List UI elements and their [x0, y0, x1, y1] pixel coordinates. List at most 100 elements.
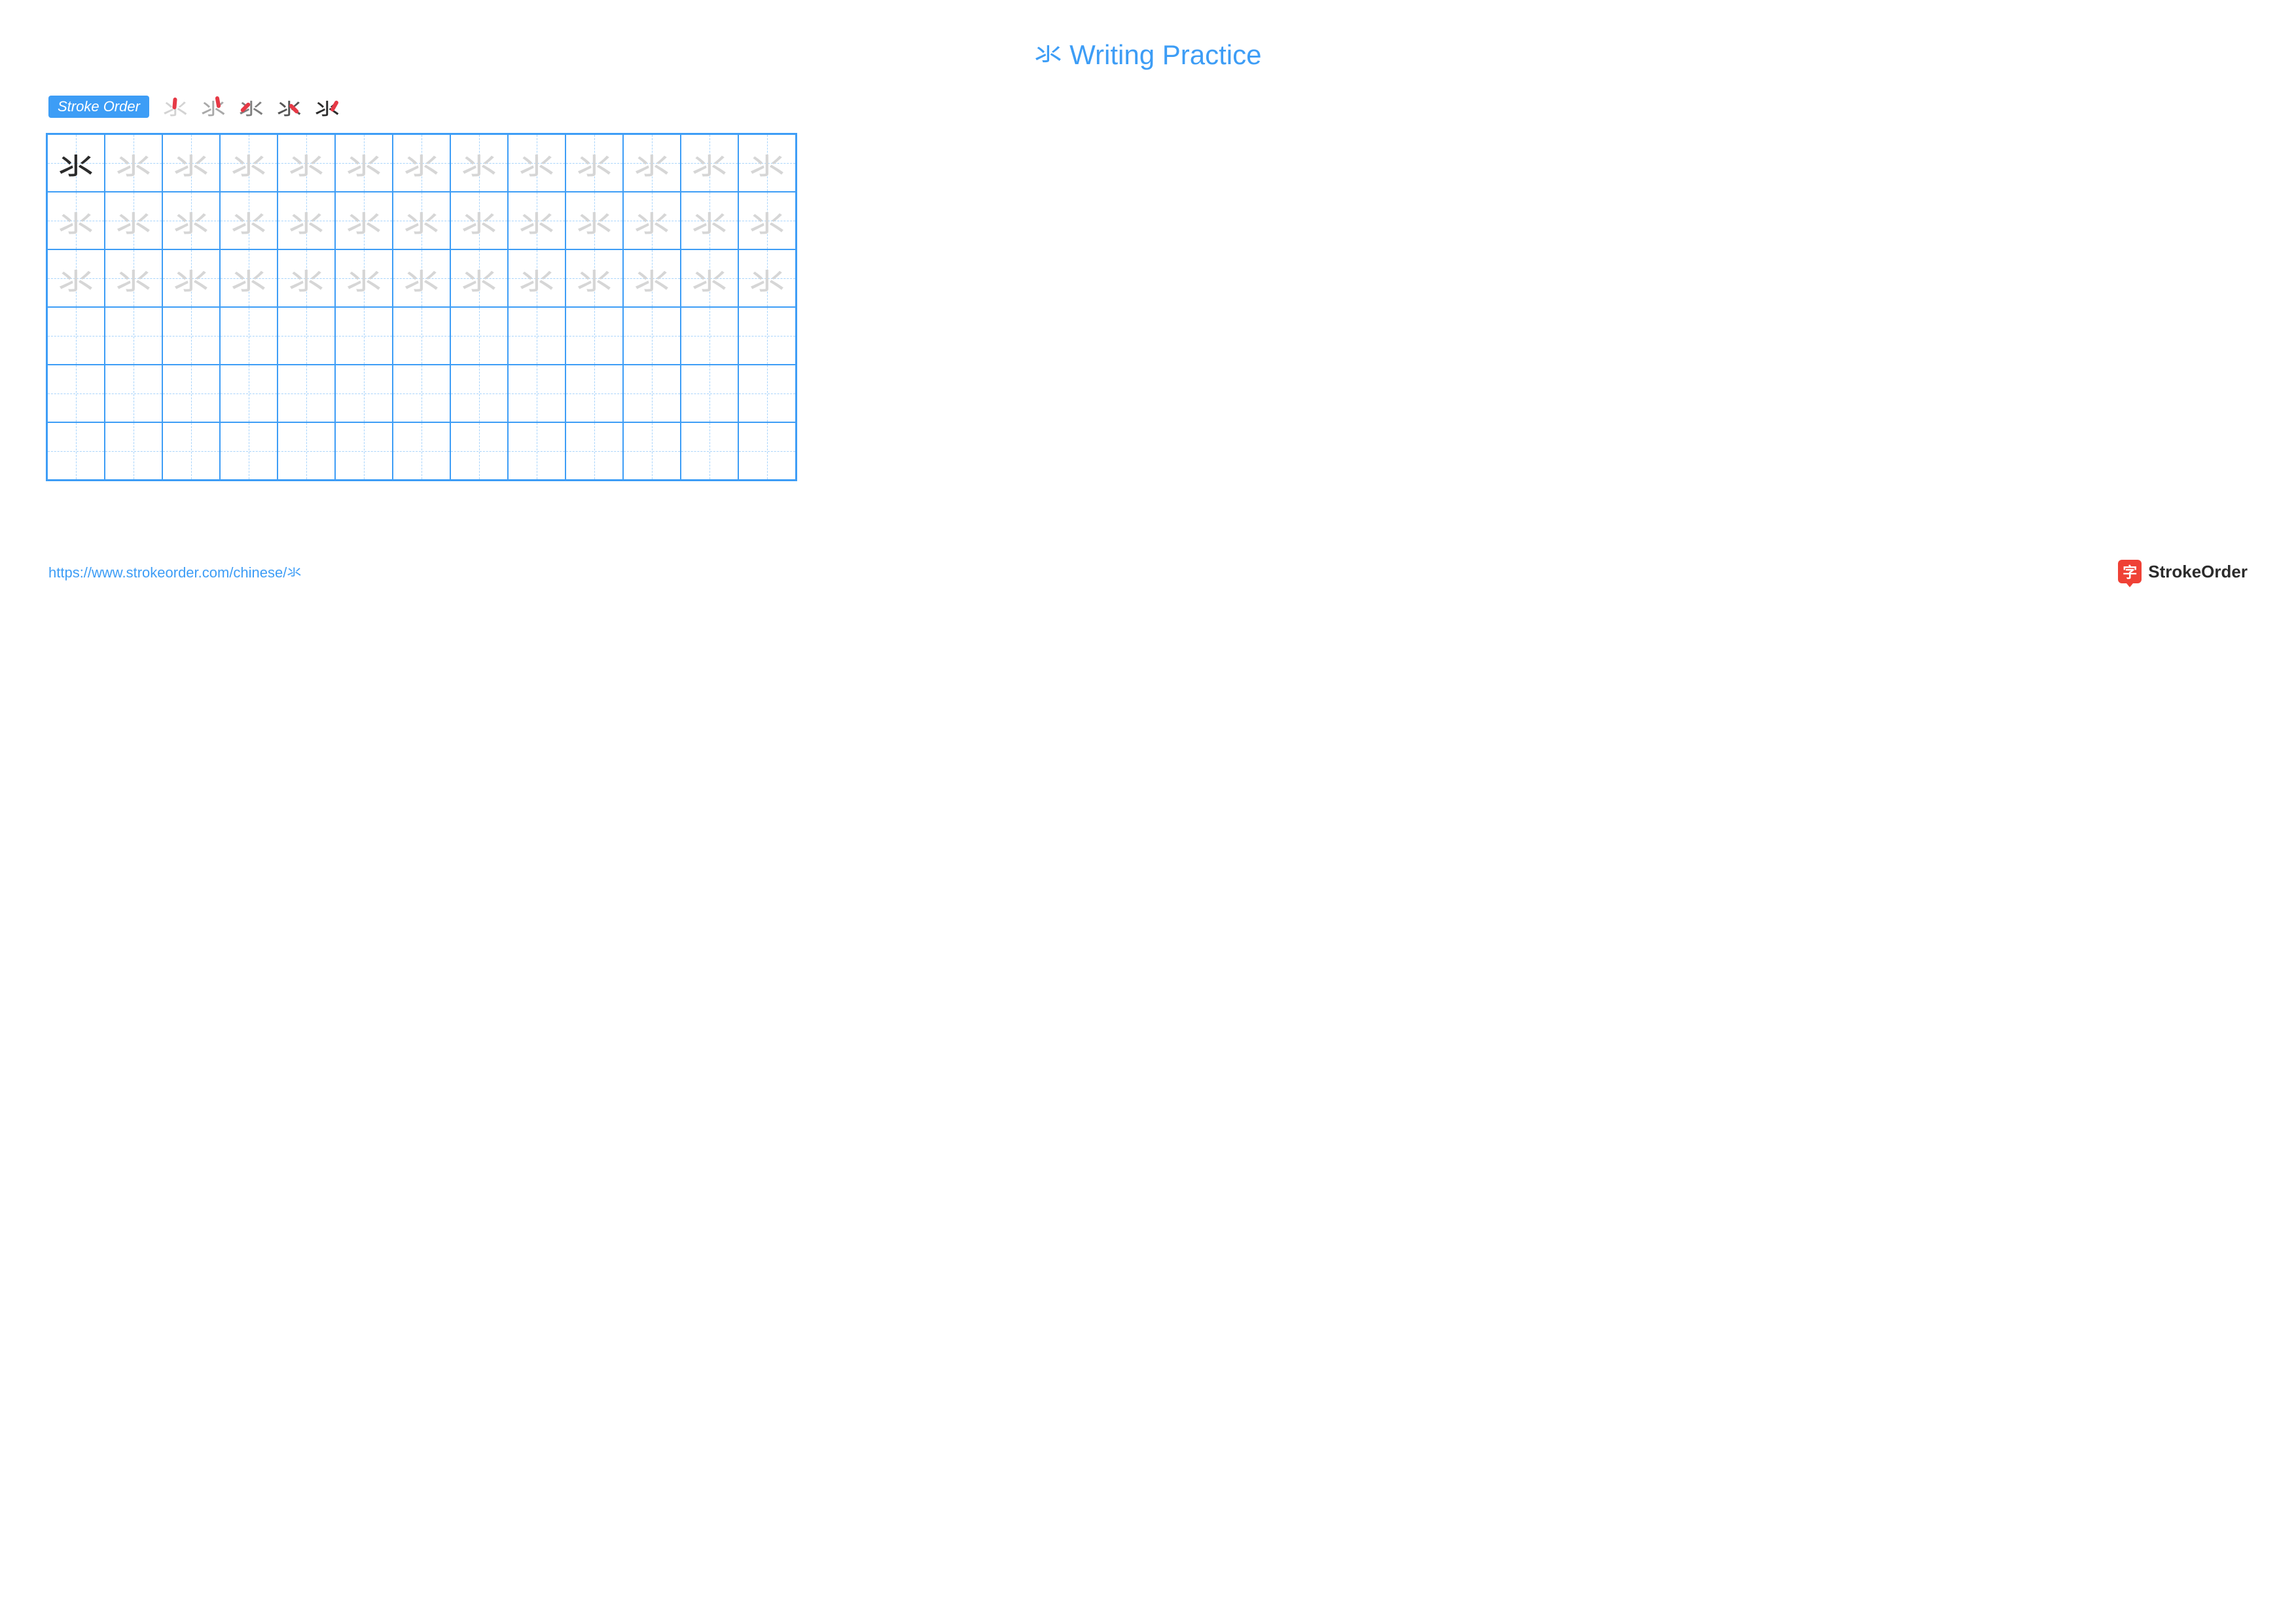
grid-cell: [450, 307, 508, 365]
stroke-order-badge: Stroke Order: [48, 96, 149, 118]
practice-char: 氺: [221, 135, 277, 191]
grid-cell: [278, 365, 335, 422]
practice-char: 氺: [336, 192, 392, 249]
grid-cell: 氺: [681, 134, 738, 192]
practice-char: 氺: [566, 135, 622, 191]
grid-cell: 氺: [450, 192, 508, 249]
grid-cell: [335, 422, 393, 480]
page-title: 氺 Writing Practice: [46, 33, 2250, 73]
grid-cell: 氺: [105, 249, 162, 307]
practice-char: 氺: [739, 135, 795, 191]
grid-cell: 氺: [162, 249, 220, 307]
grid-cell: [508, 307, 565, 365]
grid-cell: [738, 422, 796, 480]
grid-cell: 氺: [278, 192, 335, 249]
grid-cell: 氺: [220, 134, 278, 192]
practice-char: 氺: [105, 135, 162, 191]
grid-cell: [278, 307, 335, 365]
practice-char: 氺: [48, 192, 104, 249]
grid-cell: 氺: [738, 192, 796, 249]
practice-char: 氺: [566, 192, 622, 249]
grid-cell: [393, 422, 450, 480]
source-url[interactable]: https://www.strokeorder.com/chinese/氺: [48, 561, 301, 582]
grid-cell: 氺: [220, 249, 278, 307]
grid-cell: [47, 307, 105, 365]
practice-char: 氺: [278, 135, 334, 191]
practice-grid: 氺氺氺氺氺氺氺氺氺氺氺氺氺氺氺氺氺氺氺氺氺氺氺氺氺氺氺氺氺氺氺氺氺氺氺氺氺氺氺: [46, 133, 797, 481]
practice-char: 氺: [681, 250, 738, 306]
practice-char: 氺: [221, 192, 277, 249]
practice-char: 氺: [393, 135, 450, 191]
grid-cell: [450, 365, 508, 422]
grid-cell: 氺: [738, 134, 796, 192]
practice-char: 氺: [451, 250, 507, 306]
practice-char: 氺: [336, 250, 392, 306]
grid-cell: [623, 422, 681, 480]
practice-char: 氺: [221, 250, 277, 306]
grid-cell: [335, 365, 393, 422]
grid-cell: 氺: [47, 192, 105, 249]
grid-cell: [565, 422, 623, 480]
grid-cell: 氺: [393, 134, 450, 192]
practice-char: 氺: [624, 135, 680, 191]
grid-cell: [565, 307, 623, 365]
practice-char: 氺: [48, 250, 104, 306]
grid-cell: [220, 422, 278, 480]
grid-cell: 氺: [450, 249, 508, 307]
practice-char: 氺: [163, 192, 219, 249]
practice-char: 氺: [105, 192, 162, 249]
grid-cell: [681, 307, 738, 365]
brand-name: StrokeOrder: [2148, 562, 2248, 582]
grid-cell: [47, 365, 105, 422]
practice-char: 氺: [739, 192, 795, 249]
brand: 字 StrokeOrder: [2118, 560, 2248, 583]
grid-cell: [162, 307, 220, 365]
grid-cell: [105, 365, 162, 422]
grid-cell: 氺: [335, 192, 393, 249]
brand-icon: 字: [2118, 560, 2142, 583]
grid-cell: [393, 365, 450, 422]
grid-cell: [220, 365, 278, 422]
grid-cell: 氺: [508, 249, 565, 307]
grid-cell: [220, 307, 278, 365]
practice-char: 氺: [739, 250, 795, 306]
grid-cell: [508, 365, 565, 422]
grid-cell: [450, 422, 508, 480]
grid-cell: [738, 365, 796, 422]
stroke-step-3: 氺: [237, 92, 266, 121]
practice-char: 氺: [509, 192, 565, 249]
grid-cell: 氺: [681, 249, 738, 307]
grid-cell: 氺: [565, 134, 623, 192]
practice-char: 氺: [105, 250, 162, 306]
grid-cell: [162, 422, 220, 480]
practice-char: 氺: [393, 250, 450, 306]
grid-cell: [623, 365, 681, 422]
practice-char: 氺: [278, 250, 334, 306]
grid-cell: 氺: [565, 192, 623, 249]
practice-char: 氺: [48, 135, 104, 191]
practice-char: 氺: [451, 135, 507, 191]
practice-char: 氺: [163, 250, 219, 306]
grid-cell: 氺: [450, 134, 508, 192]
grid-cell: [393, 307, 450, 365]
practice-char: 氺: [681, 192, 738, 249]
grid-cell: [278, 422, 335, 480]
grid-cell: 氺: [623, 134, 681, 192]
grid-cell: [681, 365, 738, 422]
grid-cell: 氺: [623, 192, 681, 249]
grid-cell: [105, 307, 162, 365]
practice-char: 氺: [624, 192, 680, 249]
grid-cell: 氺: [47, 134, 105, 192]
grid-cell: 氺: [508, 192, 565, 249]
stroke-order-steps: 氺氺氺氺氺: [161, 92, 342, 121]
grid-cell: [681, 422, 738, 480]
grid-cell: 氺: [681, 192, 738, 249]
grid-cell: 氺: [278, 134, 335, 192]
practice-char: 氺: [509, 250, 565, 306]
grid-cell: 氺: [105, 134, 162, 192]
grid-cell: 氺: [162, 192, 220, 249]
practice-char: 氺: [681, 135, 738, 191]
grid-cell: 氺: [220, 192, 278, 249]
grid-cell: 氺: [335, 134, 393, 192]
grid-cell: 氺: [508, 134, 565, 192]
